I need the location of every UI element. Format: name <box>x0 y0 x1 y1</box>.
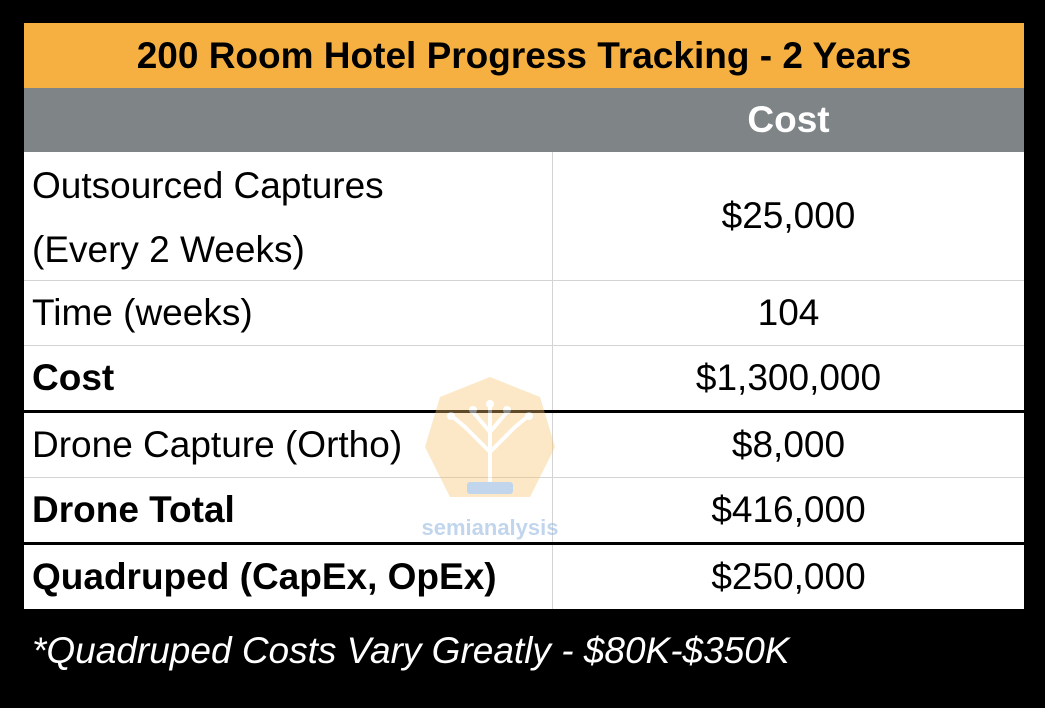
row-label-line2: (Every 2 Weeks) <box>32 229 305 270</box>
row-label: Quadruped (CapEx, OpEx) <box>24 545 553 609</box>
table-row: Outsourced Captures (Every 2 Weeks) $25,… <box>24 152 1024 280</box>
header-empty-cell <box>24 88 553 152</box>
row-value: 104 <box>757 292 820 333</box>
cost-table: 200 Room Hotel Progress Tracking - 2 Yea… <box>24 23 1024 609</box>
table-row: Drone Total $416,000 <box>24 477 1024 542</box>
row-label: Drone Capture (Ortho) <box>24 413 553 477</box>
row-label: Time (weeks) <box>24 281 553 345</box>
row-value: $250,000 <box>711 556 866 597</box>
row-label: Cost <box>24 346 553 410</box>
table-row: Drone Capture (Ortho) $8,000 <box>24 410 1024 477</box>
header-row: Cost <box>24 88 1024 152</box>
row-value: $25,000 <box>721 195 856 236</box>
header-cost: Cost <box>747 99 830 140</box>
row-label: Drone Total <box>24 478 553 542</box>
table-title: 200 Room Hotel Progress Tracking - 2 Yea… <box>24 23 1024 88</box>
table-row: Quadruped (CapEx, OpEx) $250,000 <box>24 542 1024 609</box>
table-title-text: 200 Room Hotel Progress Tracking - 2 Yea… <box>136 34 912 76</box>
row-value: $1,300,000 <box>695 357 882 398</box>
table-row: Cost $1,300,000 <box>24 345 1024 410</box>
row-label: Outsourced Captures (Every 2 Weeks) <box>24 152 553 280</box>
row-value: $416,000 <box>711 489 866 530</box>
table-row: Time (weeks) 104 <box>24 280 1024 345</box>
row-value: $8,000 <box>731 424 846 465</box>
row-label-line1: Outsourced Captures <box>32 165 384 206</box>
footnote: *Quadruped Costs Vary Greatly - $80K-$35… <box>32 630 790 671</box>
